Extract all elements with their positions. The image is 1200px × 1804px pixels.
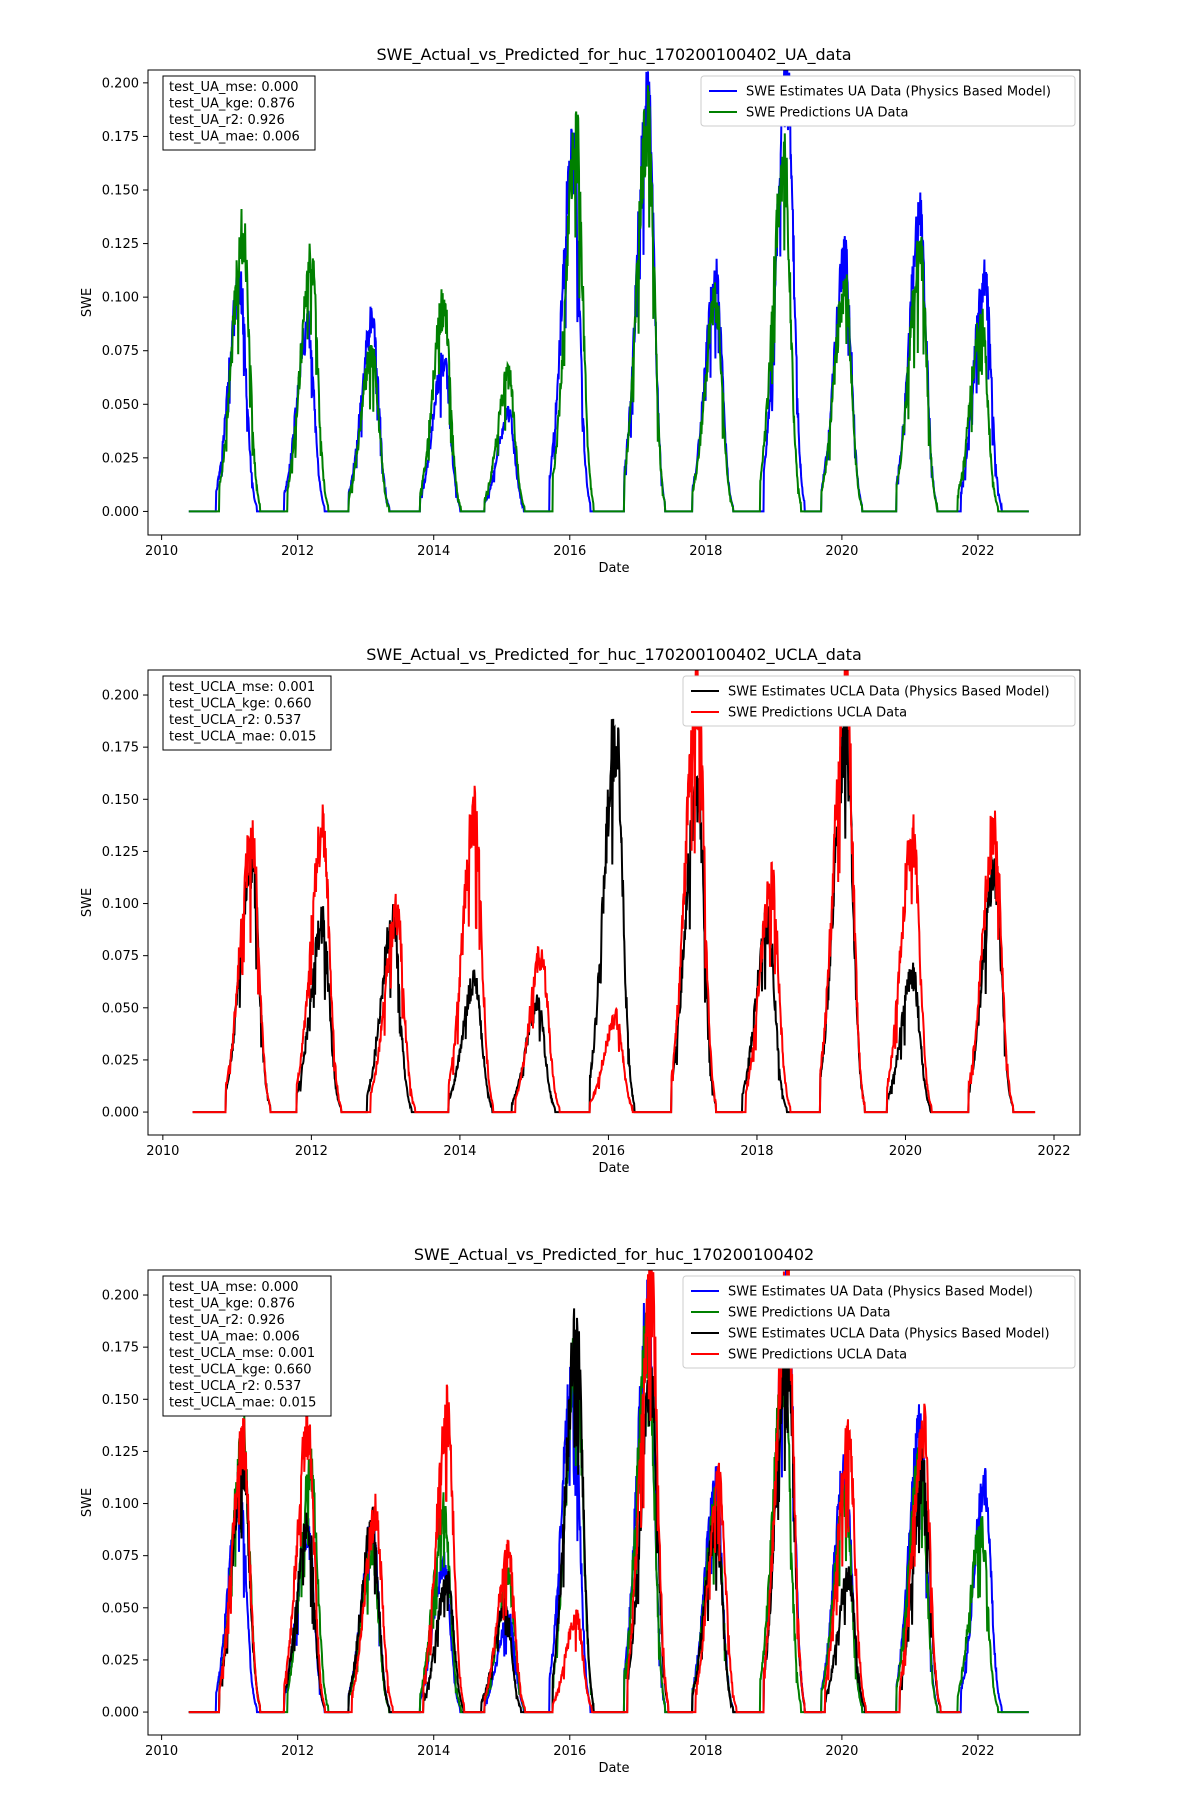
x-tick-label: 2010 <box>145 1744 178 1759</box>
chart-title: SWE_Actual_vs_Predicted_for_huc_17020010… <box>414 1245 814 1265</box>
metric-text: test_UA_kge: 0.876 <box>169 1297 295 1312</box>
x-tick-label: 2020 <box>825 1744 858 1759</box>
x-tick-label: 2020 <box>889 1144 922 1159</box>
x-axis-label: Date <box>598 1761 629 1776</box>
metric-text: test_UCLA_kge: 0.660 <box>169 1363 312 1378</box>
y-tick-label: 0.200 <box>102 689 139 704</box>
x-tick-label: 2022 <box>961 1744 994 1759</box>
x-tick-label: 2018 <box>740 1144 773 1159</box>
metric-text: test_UA_mse: 0.000 <box>169 1280 299 1295</box>
y-tick-label: 0.000 <box>102 1706 139 1721</box>
x-tick-label: 2020 <box>825 544 858 559</box>
y-tick-label: 0.075 <box>102 344 139 359</box>
y-tick-label: 0.075 <box>102 949 139 964</box>
y-tick-label: 0.050 <box>102 1001 139 1016</box>
metric-text: test_UA_kge: 0.876 <box>169 97 295 112</box>
y-tick-label: 0.150 <box>102 1393 139 1408</box>
chart-svg-combined: SWE_Actual_vs_Predicted_for_huc_17020010… <box>0 1200 1200 1800</box>
series-line <box>193 715 1036 1113</box>
x-tick-label: 2016 <box>553 1744 586 1759</box>
metric-text: test_UA_mse: 0.000 <box>169 80 299 95</box>
x-tick-label: 2018 <box>689 544 722 559</box>
legend-label: SWE Predictions UCLA Data <box>728 706 907 721</box>
x-tick-label: 2016 <box>553 544 586 559</box>
metric-text: test_UA_r2: 0.926 <box>169 113 285 128</box>
y-tick-label: 0.200 <box>102 76 139 91</box>
metric-text: test_UCLA_mae: 0.015 <box>169 730 316 745</box>
y-tick-label: 0.200 <box>102 1289 139 1304</box>
metric-text: test_UCLA_mae: 0.015 <box>169 1396 316 1411</box>
x-tick-label: 2012 <box>295 1144 328 1159</box>
y-tick-label: 0.150 <box>102 184 139 199</box>
chart-ua: SWE_Actual_vs_Predicted_for_huc_17020010… <box>0 0 1200 600</box>
y-tick-label: 0.100 <box>102 897 139 912</box>
y-tick-label: 0.150 <box>102 793 139 808</box>
y-tick-label: 0.125 <box>102 845 139 860</box>
chart-svg-ucla: SWE_Actual_vs_Predicted_for_huc_17020010… <box>0 600 1200 1200</box>
legend-label: SWE Estimates UA Data (Physics Based Mod… <box>728 1285 1033 1300</box>
metric-text: test_UA_r2: 0.926 <box>169 1313 285 1328</box>
chart-svg-ua: SWE_Actual_vs_Predicted_for_huc_17020010… <box>0 0 1200 600</box>
y-axis-label: SWE <box>80 888 95 917</box>
chart-title: SWE_Actual_vs_Predicted_for_huc_17020010… <box>366 645 862 665</box>
legend-label: SWE Predictions UA Data <box>746 106 909 121</box>
x-tick-label: 2018 <box>689 1744 722 1759</box>
x-tick-label: 2014 <box>417 544 450 559</box>
x-axis-label: Date <box>598 561 629 576</box>
x-tick-label: 2012 <box>281 1744 314 1759</box>
y-tick-label: 0.050 <box>102 398 139 413</box>
legend-label: SWE Estimates UCLA Data (Physics Based M… <box>728 685 1050 700</box>
y-tick-label: 0.175 <box>102 741 139 756</box>
y-tick-label: 0.000 <box>102 505 139 520</box>
y-axis-label: SWE <box>80 1488 95 1517</box>
x-tick-label: 2014 <box>417 1744 450 1759</box>
legend-label: SWE Estimates UCLA Data (Physics Based M… <box>728 1327 1050 1342</box>
y-tick-label: 0.125 <box>102 237 139 252</box>
x-tick-label: 2016 <box>592 1144 625 1159</box>
y-tick-label: 0.100 <box>102 1497 139 1512</box>
y-tick-label: 0.025 <box>102 1653 139 1668</box>
x-tick-label: 2010 <box>145 544 178 559</box>
metric-text: test_UA_mae: 0.006 <box>169 130 300 145</box>
x-axis-label: Date <box>598 1161 629 1176</box>
legend-label: SWE Predictions UCLA Data <box>728 1348 907 1363</box>
x-tick-label: 2014 <box>443 1144 476 1159</box>
metric-text: test_UA_mae: 0.006 <box>169 1330 300 1345</box>
x-tick-label: 2022 <box>1037 1144 1070 1159</box>
x-tick-label: 2022 <box>961 544 994 559</box>
y-tick-label: 0.175 <box>102 130 139 145</box>
chart-ucla: SWE_Actual_vs_Predicted_for_huc_17020010… <box>0 600 1200 1200</box>
y-tick-label: 0.175 <box>102 1341 139 1356</box>
y-axis-label: SWE <box>80 288 95 317</box>
metric-text: test_UCLA_mse: 0.001 <box>169 680 315 695</box>
y-tick-label: 0.025 <box>102 451 139 466</box>
metric-text: test_UCLA_kge: 0.660 <box>169 697 312 712</box>
chart-title: SWE_Actual_vs_Predicted_for_huc_17020010… <box>376 45 851 65</box>
y-tick-label: 0.125 <box>102 1445 139 1460</box>
chart-combined: SWE_Actual_vs_Predicted_for_huc_17020010… <box>0 1200 1200 1800</box>
legend-label: SWE Predictions UA Data <box>728 1306 891 1321</box>
metric-text: test_UCLA_r2: 0.537 <box>169 1379 301 1394</box>
y-tick-label: 0.075 <box>102 1549 139 1564</box>
y-tick-label: 0.000 <box>102 1106 139 1121</box>
y-tick-label: 0.100 <box>102 291 139 306</box>
x-tick-label: 2012 <box>281 544 314 559</box>
legend-label: SWE Estimates UA Data (Physics Based Mod… <box>746 85 1051 100</box>
metric-text: test_UCLA_r2: 0.537 <box>169 713 301 728</box>
metric-text: test_UCLA_mse: 0.001 <box>169 1346 315 1361</box>
y-tick-label: 0.025 <box>102 1053 139 1068</box>
x-tick-label: 2010 <box>146 1144 179 1159</box>
y-tick-label: 0.050 <box>102 1601 139 1616</box>
